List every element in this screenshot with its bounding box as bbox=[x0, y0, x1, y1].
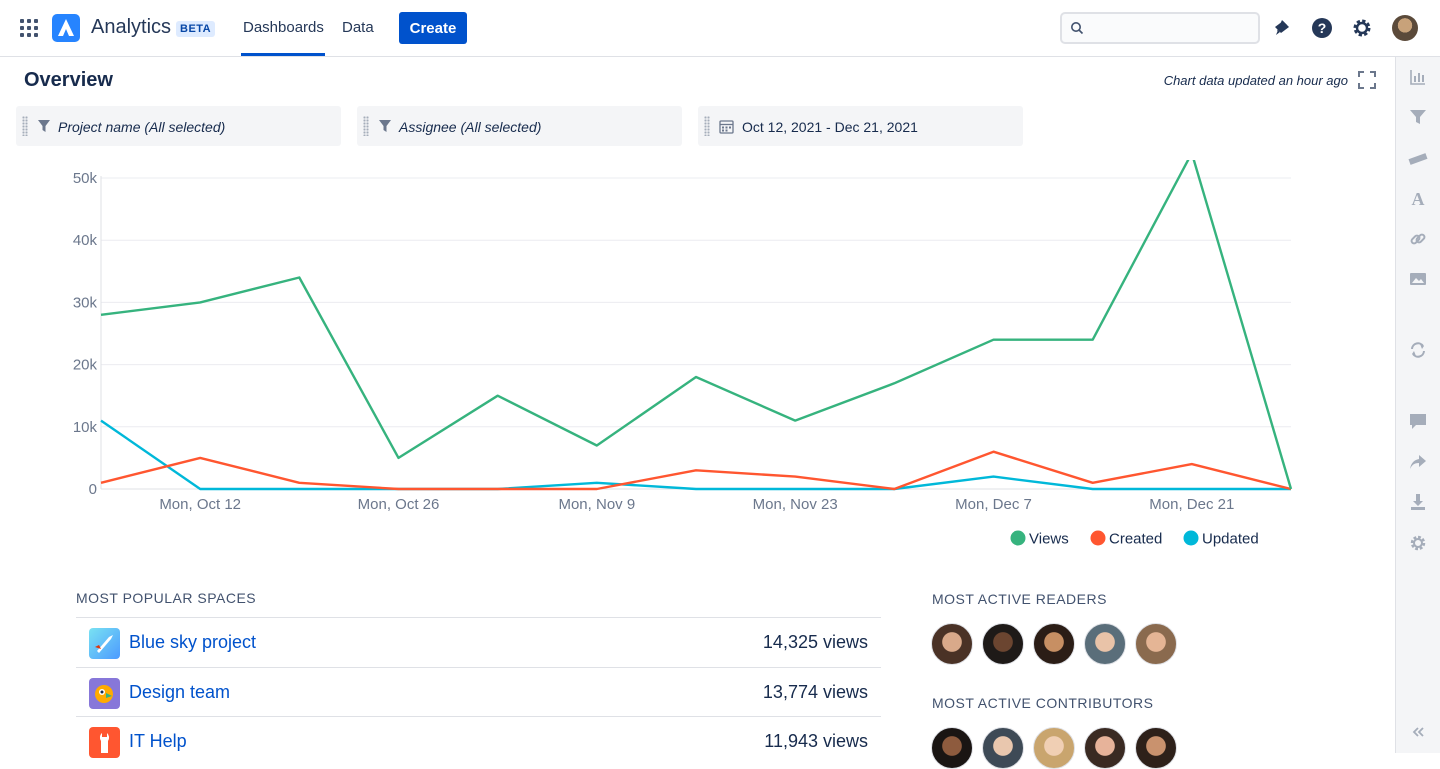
filter-assignee-label: Assignee (All selected) bbox=[399, 119, 542, 135]
x-tick-label: Mon, Nov 23 bbox=[753, 496, 838, 513]
space-name[interactable]: IT Help bbox=[129, 731, 187, 751]
add-chart-icon[interactable] bbox=[1408, 67, 1428, 87]
avatar[interactable] bbox=[1135, 727, 1177, 769]
top-navigation: Analytics BETA Dashboards Data Create ? bbox=[0, 0, 1440, 57]
active-tab-indicator bbox=[241, 53, 325, 56]
app-switcher-icon[interactable] bbox=[20, 19, 38, 37]
filter-project-name[interactable]: Project name (All selected) bbox=[16, 106, 341, 146]
settings-gear-icon[interactable] bbox=[1350, 16, 1374, 40]
calendar-icon bbox=[719, 120, 734, 134]
app-name[interactable]: Analytics bbox=[91, 16, 172, 38]
series-line-views bbox=[100, 160, 1293, 490]
right-toolbar: A bbox=[1395, 57, 1440, 753]
active-contributors-heading: MOST ACTIVE CONTRIBUTORS bbox=[932, 695, 1154, 711]
y-tick-label: 0 bbox=[89, 481, 97, 498]
add-filter-icon[interactable] bbox=[1408, 107, 1428, 127]
help-icon[interactable]: ? bbox=[1310, 16, 1334, 40]
user-avatar[interactable] bbox=[1392, 15, 1418, 41]
ruler-icon[interactable] bbox=[1408, 148, 1428, 168]
text-icon[interactable]: A bbox=[1408, 188, 1428, 208]
y-tick-label: 50k bbox=[73, 170, 98, 187]
space-name[interactable]: Blue sky project bbox=[129, 632, 257, 652]
chart-updated-status: Chart data updated an hour ago bbox=[1163, 73, 1348, 88]
link-icon[interactable] bbox=[1408, 229, 1428, 249]
drag-handle-icon[interactable] bbox=[704, 116, 710, 136]
active-readers-avatars bbox=[931, 623, 1177, 665]
svg-text:A: A bbox=[1412, 189, 1425, 208]
drag-handle-icon[interactable] bbox=[22, 116, 28, 136]
nav-data[interactable]: Data bbox=[342, 19, 374, 36]
wrench-space-icon bbox=[89, 727, 120, 758]
filter-date-range[interactable]: Oct 12, 2021 - Dec 21, 2021 bbox=[698, 106, 1023, 146]
avatar[interactable] bbox=[1084, 727, 1126, 769]
filter-icon bbox=[38, 120, 50, 132]
legend-marker-created bbox=[1090, 530, 1106, 546]
x-tick-label: Mon, Dec 21 bbox=[1149, 496, 1234, 513]
image-icon[interactable] bbox=[1408, 269, 1428, 289]
collapse-icon[interactable] bbox=[1408, 722, 1428, 742]
active-contributors-avatars bbox=[931, 727, 1177, 769]
beta-badge: BETA bbox=[176, 21, 216, 37]
parrot-space-icon bbox=[89, 677, 120, 709]
legend-label-views: Views bbox=[1029, 531, 1069, 548]
analytics-logo-icon[interactable] bbox=[52, 14, 80, 42]
space-views: 14,325 views bbox=[762, 632, 868, 652]
avatar[interactable] bbox=[1033, 727, 1075, 769]
avatar[interactable] bbox=[1033, 623, 1075, 665]
x-tick-label: Mon, Nov 9 bbox=[558, 496, 635, 513]
active-readers-heading: MOST ACTIVE READERS bbox=[932, 591, 1107, 607]
notifications-icon[interactable] bbox=[1270, 16, 1294, 40]
fullscreen-icon[interactable] bbox=[1358, 71, 1376, 89]
settings-gear-icon[interactable] bbox=[1408, 533, 1428, 553]
filter-assignee[interactable]: Assignee (All selected) bbox=[357, 106, 682, 146]
search-icon bbox=[1071, 22, 1084, 35]
drag-handle-icon[interactable] bbox=[363, 116, 369, 136]
legend-marker-views bbox=[1010, 530, 1026, 546]
y-tick-label: 30k bbox=[73, 294, 98, 311]
x-tick-label: Mon, Dec 7 bbox=[955, 496, 1032, 513]
y-tick-label: 40k bbox=[73, 232, 98, 249]
search-input[interactable] bbox=[1060, 12, 1260, 44]
avatar[interactable] bbox=[931, 727, 973, 769]
avatar[interactable] bbox=[982, 727, 1024, 769]
filter-date-label: Oct 12, 2021 - Dec 21, 2021 bbox=[742, 119, 918, 135]
share-icon[interactable] bbox=[1408, 452, 1428, 472]
space-views: 11,943 views bbox=[764, 731, 868, 751]
y-tick-label: 10k bbox=[73, 419, 98, 436]
series-line-updated bbox=[100, 419, 1291, 491]
list-item[interactable]: Design team 13,774 views bbox=[76, 666, 881, 717]
comment-icon[interactable] bbox=[1408, 411, 1428, 431]
popular-spaces-heading: MOST POPULAR SPACES bbox=[76, 590, 257, 606]
svg-text:?: ? bbox=[1318, 20, 1327, 36]
filter-project-label: Project name (All selected) bbox=[58, 119, 226, 135]
page-title: Overview bbox=[24, 69, 113, 91]
space-name[interactable]: Design team bbox=[129, 681, 231, 702]
legend-marker-updated bbox=[1183, 530, 1199, 546]
nav-dashboards[interactable]: Dashboards bbox=[243, 19, 324, 36]
legend-label-updated: Updated bbox=[1202, 531, 1259, 548]
filter-icon bbox=[379, 120, 391, 132]
create-button[interactable]: Create bbox=[399, 12, 467, 44]
popular-spaces-list: Blue sky project 14,325 views Design tea… bbox=[76, 617, 881, 766]
rocket-space-icon bbox=[89, 628, 120, 659]
line-chart: 0 10k 20k 30k 40k 50k Mon, Oct 12 Mon, Oct 26 Mo… bbox=[73, 160, 1293, 548]
download-icon[interactable] bbox=[1408, 492, 1428, 512]
legend-label-created: Created bbox=[1109, 531, 1162, 548]
avatar[interactable] bbox=[982, 623, 1024, 665]
y-tick-label: 20k bbox=[73, 357, 98, 374]
avatar[interactable] bbox=[931, 623, 973, 665]
x-tick-label: Mon, Oct 12 bbox=[159, 496, 241, 513]
list-item[interactable]: IT Help 11,943 views bbox=[76, 716, 881, 766]
list-item[interactable]: Blue sky project 14,325 views bbox=[76, 617, 881, 667]
space-views: 13,774 views bbox=[762, 681, 868, 702]
series-line-created bbox=[100, 450, 1292, 491]
avatar[interactable] bbox=[1135, 623, 1177, 665]
x-tick-label: Mon, Oct 26 bbox=[358, 496, 440, 513]
avatar[interactable] bbox=[1084, 623, 1126, 665]
refresh-icon[interactable] bbox=[1408, 340, 1428, 360]
